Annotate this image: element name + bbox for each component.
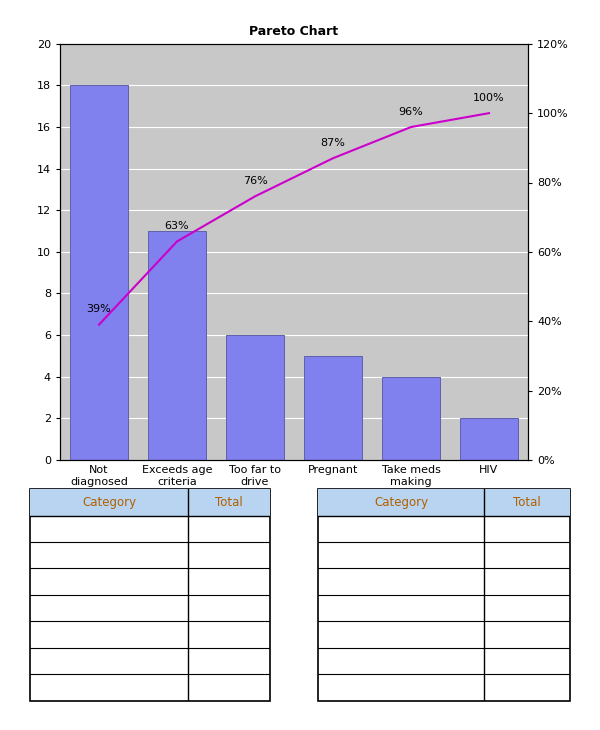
Bar	[382, 377, 440, 460]
Text: 87%: 87%	[320, 138, 346, 147]
Bar	[460, 418, 518, 460]
Bar	[30, 489, 188, 515]
Text: 39%: 39%	[86, 304, 112, 314]
Bar	[484, 489, 570, 515]
Bar	[70, 85, 128, 460]
Text: 76%: 76%	[242, 176, 268, 186]
Text: Total: Total	[513, 496, 541, 509]
Text: 63%: 63%	[164, 221, 190, 231]
Bar	[188, 489, 270, 515]
Bar	[148, 231, 206, 460]
Bar	[226, 335, 284, 460]
Bar	[318, 489, 484, 515]
Text: 96%: 96%	[398, 107, 424, 117]
Title: Pareto Chart: Pareto Chart	[250, 26, 338, 39]
Text: Category: Category	[374, 496, 428, 509]
Text: Total: Total	[215, 496, 243, 509]
Text: 100%: 100%	[473, 93, 505, 103]
Bar	[304, 356, 362, 460]
Text: Category: Category	[82, 496, 136, 509]
